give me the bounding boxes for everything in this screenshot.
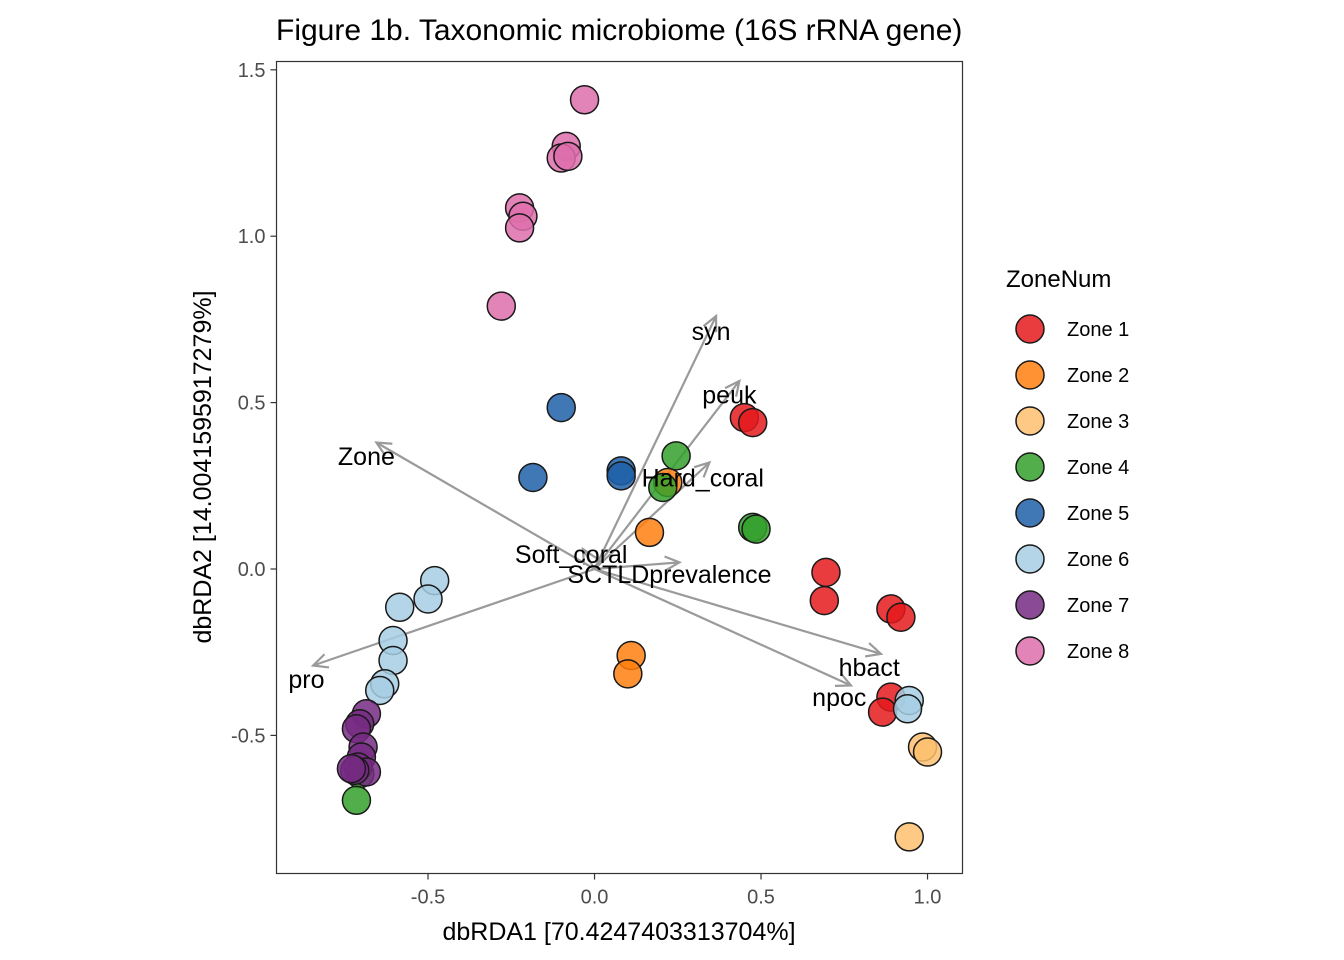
legend-key	[1015, 314, 1045, 344]
data-point	[546, 392, 576, 423]
legend-item: Zone 6	[1015, 544, 1129, 574]
x-tick-label: 1.0	[914, 887, 942, 909]
data-point	[886, 602, 916, 633]
vector-arrow-zone	[374, 441, 596, 570]
vector-label-pro: pro	[288, 666, 324, 694]
x-tick-label: 0.5	[747, 887, 775, 909]
legend-item: Zone 7	[1015, 590, 1129, 620]
vector-arrow-pro	[310, 567, 595, 669]
data-point	[518, 462, 548, 493]
data-point	[867, 697, 898, 727]
data-point	[741, 514, 771, 544]
data-point	[384, 592, 415, 623]
legend-key	[1015, 452, 1045, 482]
legend-item: Zone 8	[1015, 636, 1129, 666]
data-point	[912, 737, 943, 767]
data-point	[648, 472, 678, 503]
legend-items: Zone 1 Zone 2 Zone 3 Zone 4 Zone 5 Zone 6 Zone…	[1015, 314, 1129, 666]
legend-key	[1015, 360, 1045, 390]
legend-item: Zone 3	[1015, 406, 1129, 436]
vector-label-sctldprevalence: SCTLDprevalence	[567, 561, 771, 589]
series-zone-5	[518, 392, 636, 493]
legend-label: Zone 3	[1067, 411, 1129, 433]
data-points	[336, 85, 943, 852]
vector-label-zone: Zone	[338, 443, 395, 471]
chart-title: Figure 1b. Taxonomic microbiome (16S rRN…	[276, 14, 962, 47]
data-point	[341, 785, 372, 816]
data-point	[892, 694, 923, 724]
x-tick-label: -0.5	[411, 887, 445, 909]
biplot-vectors	[310, 313, 884, 687]
vector-arrow-npoc	[594, 567, 854, 687]
vector-arrow-hard-coral	[593, 460, 712, 570]
vector-arrow-hbact	[594, 567, 884, 658]
legend-label: Zone 2	[1067, 365, 1129, 387]
data-point	[364, 675, 395, 706]
data-point	[811, 557, 841, 588]
y-tick-label: 0.5	[238, 393, 266, 415]
legend-key	[1015, 636, 1045, 666]
y-axis: -0.5 0.0 0.5 1.0 1.5	[231, 60, 277, 747]
series-zone-1	[729, 402, 916, 727]
data-point	[486, 291, 517, 321]
series-zone-6	[364, 565, 924, 724]
vector-labels: syn peuk Hard_coral Zone Soft_coralSCTLDprev…	[288, 318, 899, 712]
legend-label: Zone 4	[1067, 457, 1129, 479]
data-point	[634, 517, 665, 548]
x-axis: -0.5 0.0 0.5 1.0	[411, 873, 942, 909]
y-tick-label: 0.0	[238, 559, 266, 581]
data-point	[569, 85, 600, 115]
legend-label: Zone 6	[1067, 549, 1129, 571]
vector-label-npoc: npoc	[812, 684, 866, 712]
vector-label-soft-coral: Soft_coral	[515, 541, 628, 569]
legend-item: Zone 4	[1015, 452, 1129, 482]
vector-arrow-syn	[593, 313, 718, 570]
vector-label-hbact: hbact	[839, 654, 900, 682]
vector-label-peuk: peuk	[702, 381, 757, 409]
data-point	[737, 407, 768, 438]
series-zone-3	[894, 732, 943, 852]
vector-arrow-soft-coral	[581, 546, 597, 570]
y-tick-label: -0.5	[231, 725, 265, 747]
x-axis-title: dbRDA1 [70.4247403313704%]	[442, 918, 795, 946]
y-tick-label: 1.0	[238, 226, 266, 248]
series-zone-8	[486, 85, 600, 321]
legend-label: Zone 5	[1067, 503, 1129, 525]
legend-label: Zone 7	[1067, 595, 1129, 617]
legend-label: Zone 8	[1067, 641, 1129, 663]
y-axis-title: dbRDA2 [14.0041595917279%]	[189, 290, 217, 643]
legend-item: Zone 5	[1015, 498, 1129, 528]
legend-item: Zone 2	[1015, 360, 1129, 390]
vector-arrow-sctldprevalence	[594, 555, 682, 572]
legend-item: Zone 1	[1015, 314, 1129, 344]
legend-key	[1015, 406, 1045, 436]
data-point	[606, 461, 636, 491]
data-point	[661, 441, 691, 471]
legend-key	[1015, 590, 1045, 620]
data-point	[613, 659, 643, 689]
plot-area: -0.5 0.0 0.5 1.0 -0.5 0.0 0.5 1.0 1.5 syn peuk Ha…	[231, 60, 964, 909]
legend-key	[1015, 544, 1045, 574]
vector-label-hard-coral: Hard_coral	[642, 464, 764, 492]
data-point	[504, 213, 535, 243]
data-point	[336, 753, 367, 784]
data-point	[413, 584, 443, 614]
vector-label-syn: syn	[692, 318, 731, 346]
data-point	[809, 585, 840, 616]
data-point	[553, 141, 583, 172]
series-zone-7	[336, 699, 382, 787]
x-tick-label: 0.0	[581, 887, 609, 909]
data-point	[894, 822, 924, 852]
legend-title: ZoneNum	[1006, 266, 1111, 293]
y-tick-label: 1.5	[238, 60, 266, 82]
legend-key	[1015, 498, 1045, 528]
legend-label: Zone 1	[1067, 319, 1129, 341]
